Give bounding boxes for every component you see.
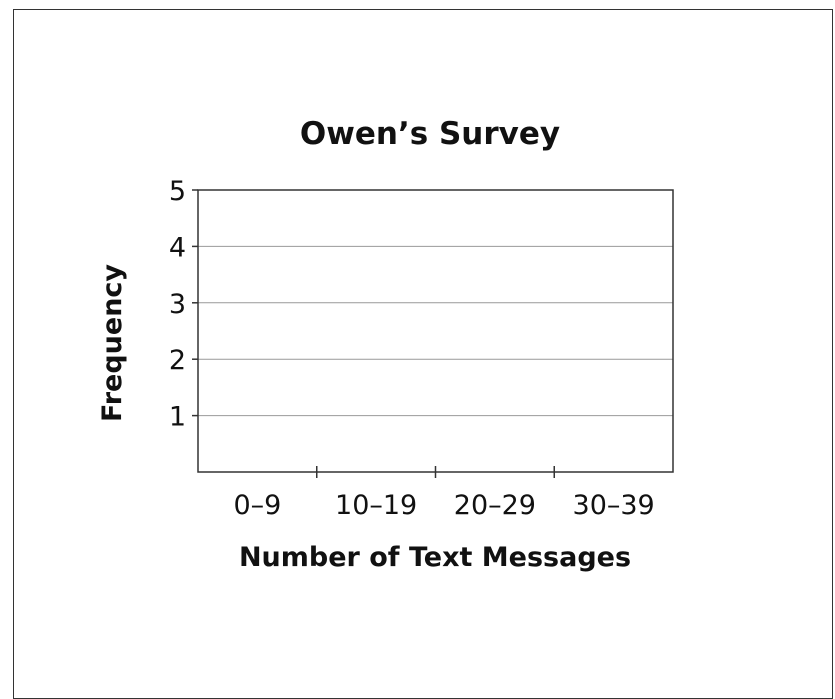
x-tick-label: 30–39 [573, 490, 655, 521]
plot-area [197, 189, 674, 473]
y-tick-label: 4 [169, 232, 186, 263]
gridlines [198, 245, 673, 417]
x-tick-label: 20–29 [454, 490, 536, 521]
x-axis-label: Number of Text Messages [239, 542, 631, 573]
y-axis: 1 2 3 4 5 [169, 176, 198, 433]
chart-frame [13, 9, 833, 699]
y-tick-label: 2 [169, 345, 186, 376]
y-tick-label: 1 [169, 402, 186, 433]
x-tick-label: 0–9 [233, 490, 281, 521]
y-axis-label: Frequency [97, 264, 128, 422]
x-axis: 0–9 10–19 20–29 30–39 [233, 466, 655, 521]
y-tick-label: 5 [169, 176, 186, 207]
y-tick-label: 3 [169, 289, 186, 320]
x-tick-label: 10–19 [335, 490, 417, 521]
chart-title: Owen’s Survey [300, 116, 560, 152]
